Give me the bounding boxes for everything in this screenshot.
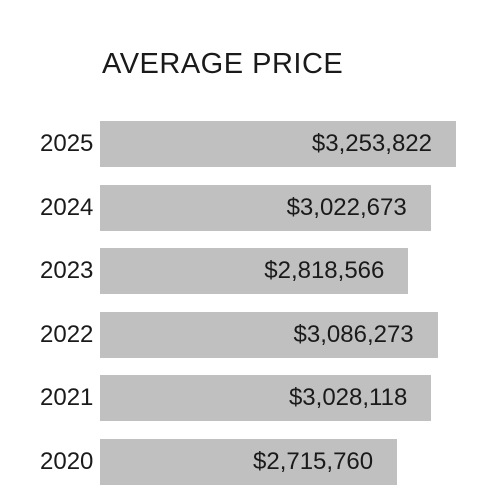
bar-category-label: 2020 xyxy=(40,448,94,475)
bar-category-label: 2023 xyxy=(40,257,94,285)
bar-category-label: 2025 xyxy=(40,130,94,157)
bar-value-label: $3,086,273 xyxy=(293,320,414,348)
bar-row: 2021 $3,028,118 xyxy=(0,375,500,422)
bar: $3,086,273 xyxy=(100,311,438,358)
bar: $2,818,566 xyxy=(100,248,409,295)
bar-value-label: $2,818,566 xyxy=(264,257,385,285)
bar: $3,028,118 xyxy=(100,375,432,422)
bar-row: 2023 $2,818,566 xyxy=(0,248,500,295)
bar-value-label: $3,022,673 xyxy=(286,193,407,221)
chart-title: AVERAGE PRICE xyxy=(102,48,344,80)
bar-category-label: 2021 xyxy=(40,384,94,412)
bar: $2,715,760 xyxy=(100,439,398,485)
bar-category-label: 2024 xyxy=(40,193,94,221)
bar-value-label: $2,715,760 xyxy=(253,448,374,475)
bar-value-label: $3,028,118 xyxy=(288,384,408,412)
bar: $3,022,673 xyxy=(100,184,431,231)
bar-row: 2020 $2,715,760 xyxy=(0,439,500,485)
bar-row: 2024 $3,022,673 xyxy=(0,184,500,231)
bar: $3,253,822 xyxy=(100,121,456,167)
bar-value-label: $3,253,822 xyxy=(311,130,432,157)
bar-row: 2025 $3,253,822 xyxy=(0,121,500,167)
bar-category-label: 2022 xyxy=(40,320,94,348)
bar-row: 2022 $3,086,273 xyxy=(0,311,500,358)
